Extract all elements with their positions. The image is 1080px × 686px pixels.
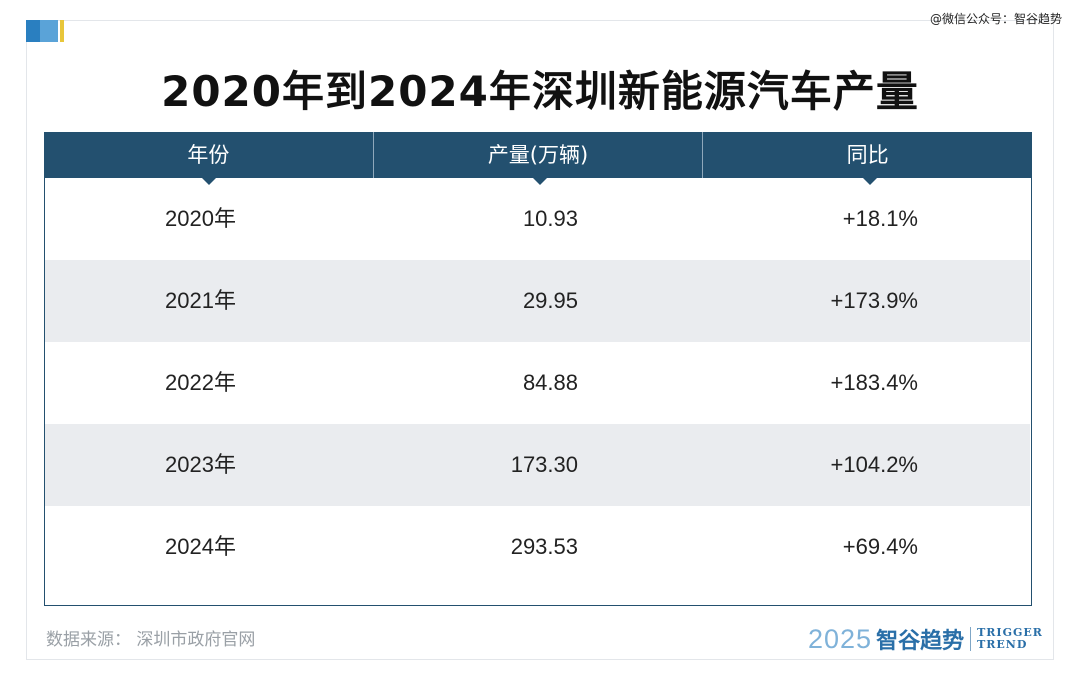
brand-name: 智谷趋势 [876,628,965,654]
table-row: 2024年 293.53 +69.4% [45,506,1030,588]
brand-english-line2: TREND [977,638,1028,651]
brand-english: TRIGGER TREND [977,627,1043,651]
data-source-note: 数据来源： 深圳市政府官网 [46,630,256,650]
cell-year: 2022年 [165,370,236,395]
data-table: 年份 产量(万辆) 同比 2020年 10.93 +18.1% 2021年 29… [44,132,1032,606]
cell-yoy: +69.4% [842,534,918,559]
header-arrow-icon [533,178,547,185]
header-yoy-label: 同比 [846,143,889,167]
header-year-label: 年份 [187,143,230,167]
corner-block-light [40,20,58,42]
cell-yoy: +18.1% [842,206,918,231]
header-arrow-icon [862,178,877,185]
cell-year: 2020年 [165,206,236,231]
cell-production: 293.53 [510,534,578,559]
corner-block-yellow [60,20,64,42]
cell-production: 84.88 [522,370,578,395]
cell-yoy: +183.4% [830,370,918,395]
corner-block-dark [26,20,40,42]
brand-year: 2025 [808,623,873,654]
page-title: 2020年到2024年深圳新能源汽车产量 [161,67,919,116]
table-row: 2022年 84.88 +183.4% [45,342,1030,424]
cell-production: 10.93 [522,206,578,231]
cell-yoy: +104.2% [830,452,918,477]
cell-production: 173.30 [510,452,578,477]
corner-color-mark [26,20,64,42]
cell-year: 2023年 [165,452,236,477]
cell-production: 29.95 [522,288,578,313]
cell-yoy: +173.9% [830,288,918,313]
header-year: 年份 [44,132,373,185]
brand-english-line1: TRIGGER [977,626,1043,639]
table-body: 2020年 10.93 +18.1% 2021年 29.95 +173.9% 2… [44,178,1032,606]
header-arrow-icon [202,178,217,185]
table-row: 2020年 10.93 +18.1% [45,178,1030,260]
table-row: 2021年 29.95 +173.9% [45,260,1030,342]
table-row: 2023年 173.30 +104.2% [45,424,1030,506]
brand-divider [970,627,972,651]
table-header: 年份 产量(万辆) 同比 [44,132,1032,185]
brand-logo: 2025 智谷趋势 TRIGGER TREND [808,622,1043,656]
header-production-label: 产量(万辆) [487,143,589,167]
cell-year: 2024年 [165,534,236,559]
cell-year: 2021年 [165,288,236,313]
watermark-text: @微信公众号：智谷趋势 [929,12,1062,26]
header-production: 产量(万辆) [372,132,703,185]
header-yoy: 同比 [702,132,1032,185]
